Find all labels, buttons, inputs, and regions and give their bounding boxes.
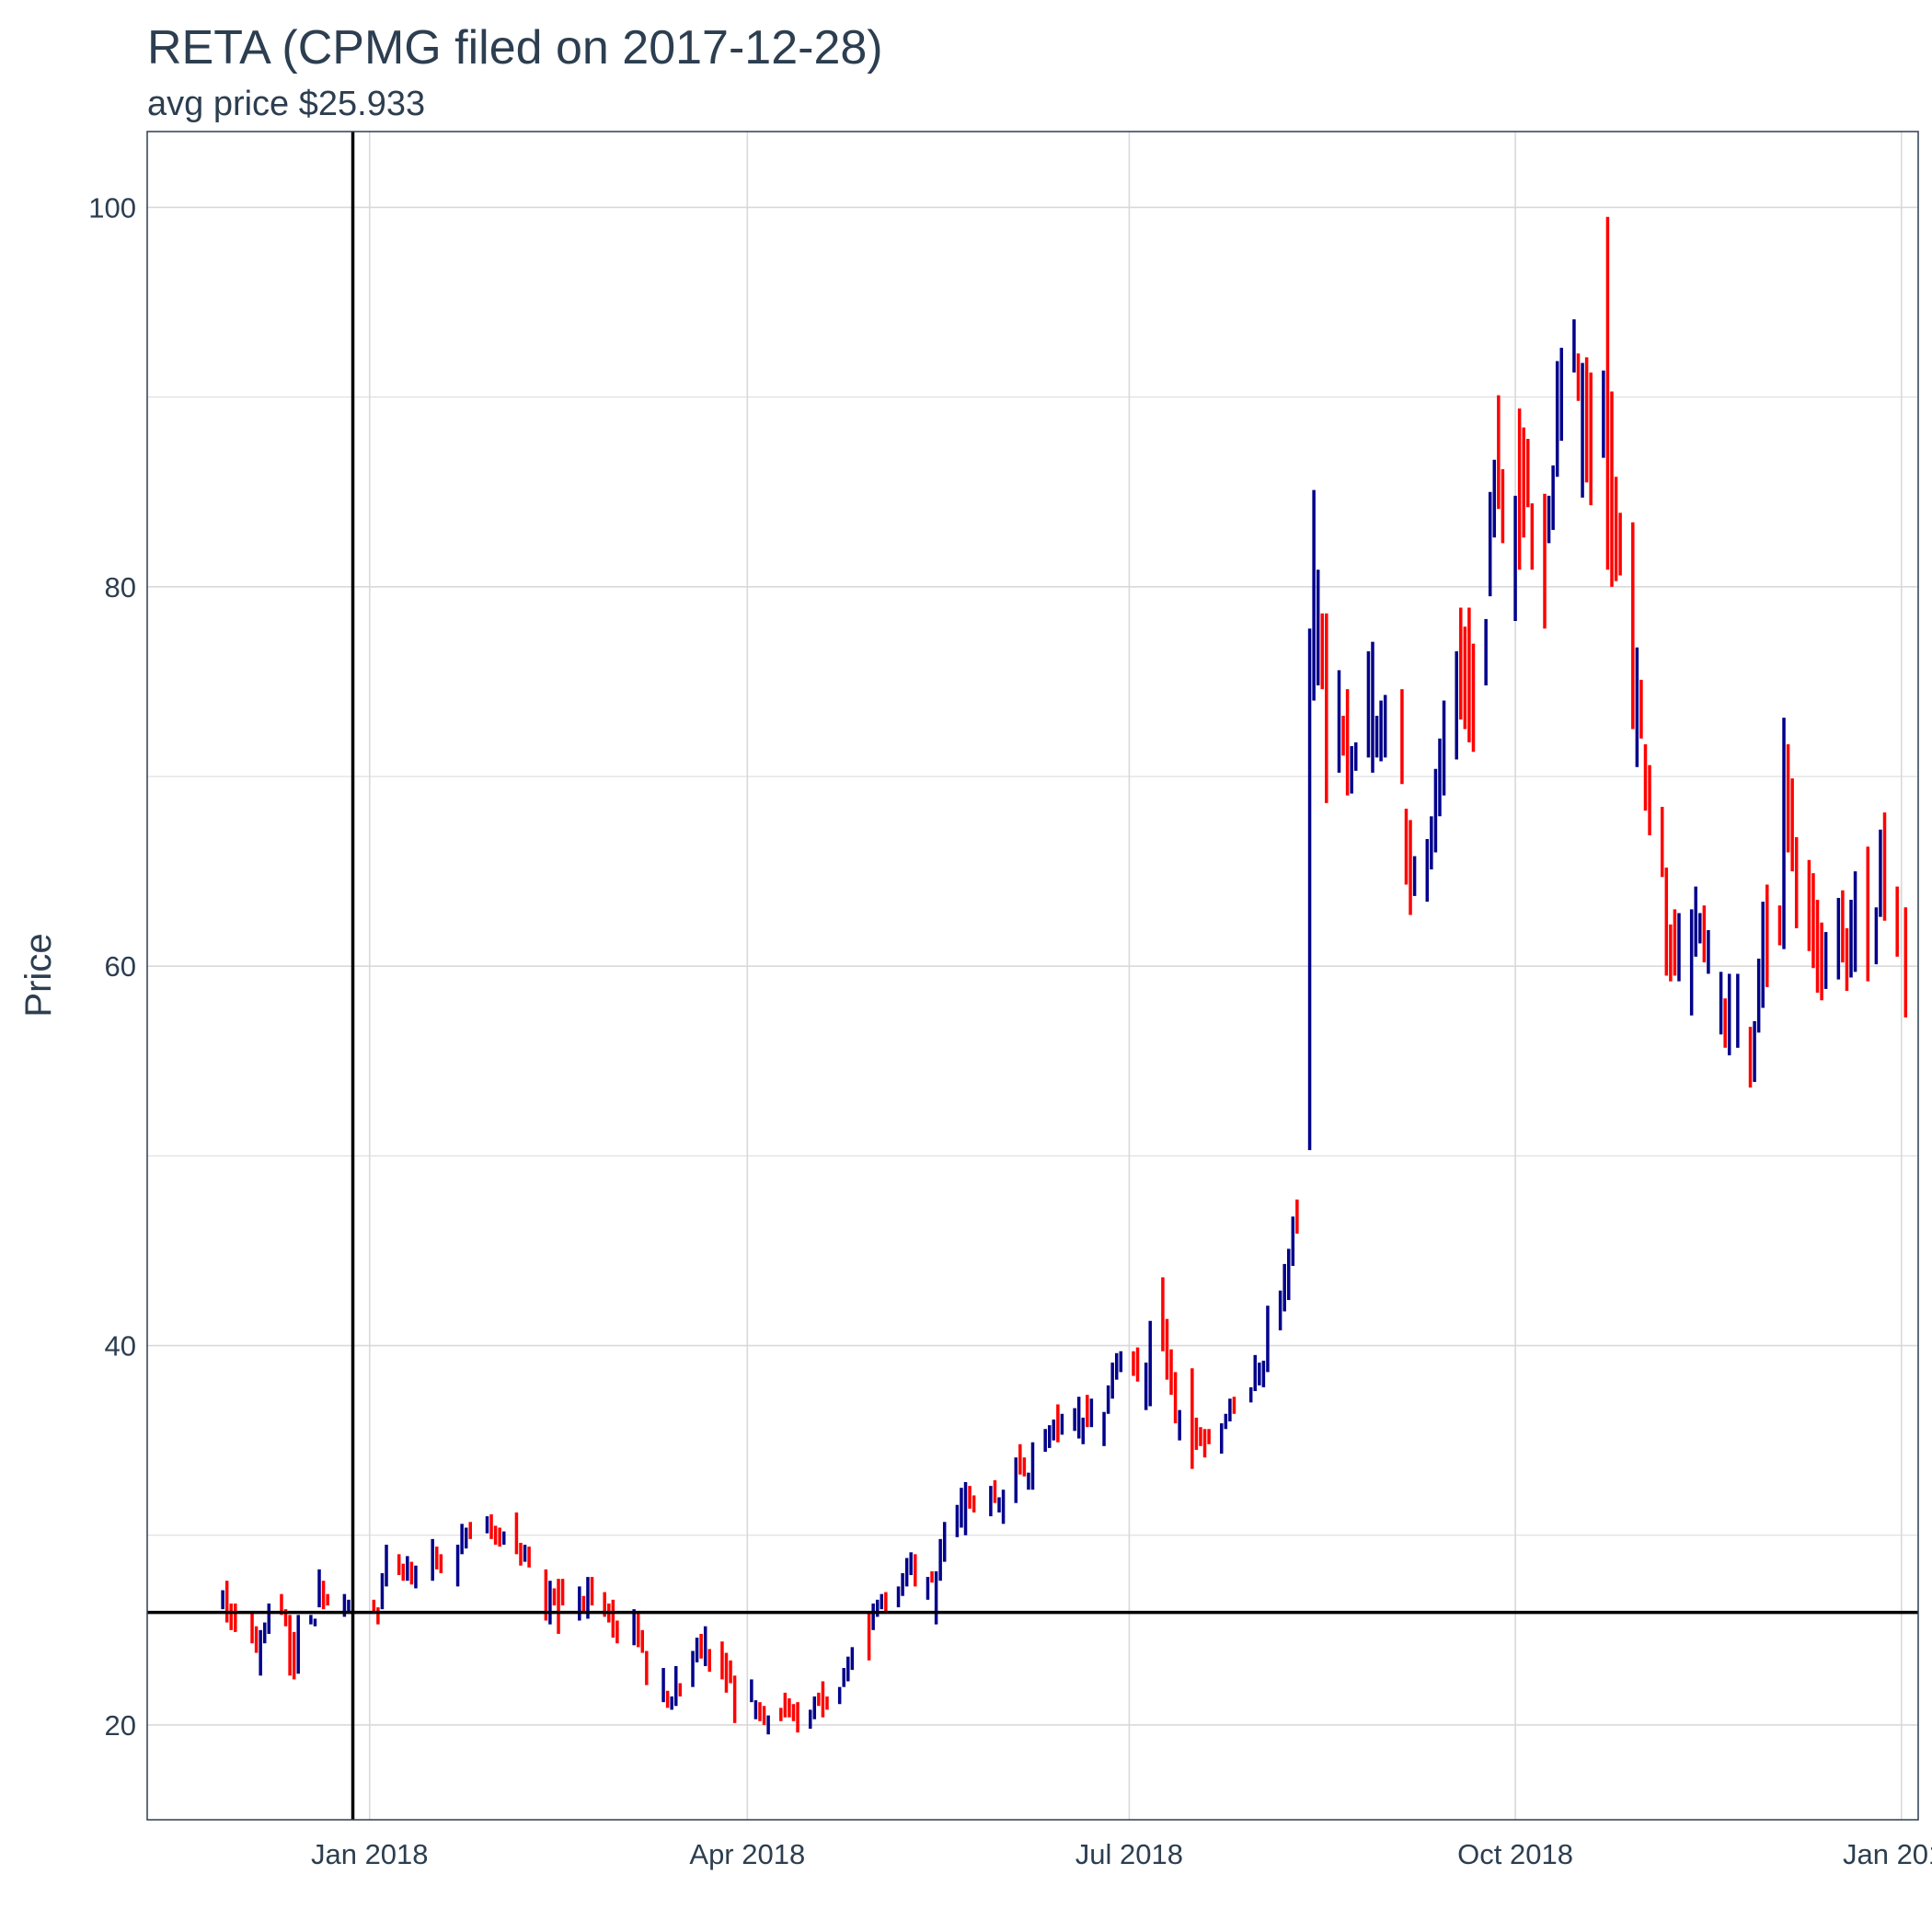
chart-subtitle: avg price $25.933: [147, 85, 426, 123]
x-tick-label: Apr 2018: [689, 1838, 805, 1870]
x-tick-label: Oct 2018: [1457, 1838, 1573, 1870]
y-tick-label: 60: [105, 950, 136, 983]
ohlc-bars: [221, 216, 1908, 1735]
x-tick-label: Jan 2018: [311, 1838, 429, 1870]
plot-panel-border: [146, 131, 1919, 1821]
grid-lines: [147, 132, 1918, 1820]
x-tick-label: Jan 2019: [1843, 1838, 1932, 1870]
axis-labels: 20 40 60 80 100 Jan 2018 Apr 2018 Jul 2018 Oct 2…: [88, 191, 1932, 1870]
x-tick-label: Jul 2018: [1075, 1838, 1183, 1870]
y-axis-title: Price: [18, 933, 59, 1017]
y-tick-label: 100: [88, 191, 136, 224]
y-tick-label: 80: [105, 571, 136, 604]
y-tick-label: 40: [105, 1330, 136, 1363]
chart-title: RETA (CPMG filed on 2017-12-28): [147, 21, 883, 75]
reference-lines: [147, 132, 1918, 1820]
y-tick-label: 20: [105, 1709, 136, 1742]
